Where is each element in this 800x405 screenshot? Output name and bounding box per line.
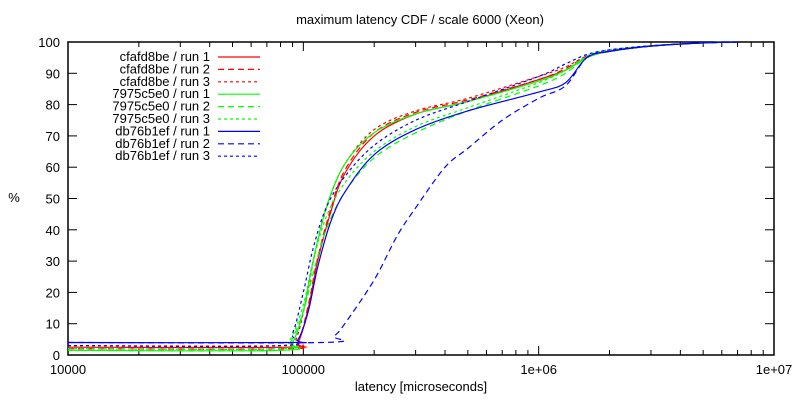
x-tick-label: 1e+06 [520, 362, 557, 377]
y-axis-label: % [8, 190, 20, 205]
x-tick-label: 100000 [282, 362, 325, 377]
y-tick-label: 50 [46, 192, 60, 207]
legend-label: cfafd8be / run 3 [120, 74, 210, 89]
y-tick-label: 30 [46, 254, 60, 269]
x-axis-label: latency [microseconds] [355, 379, 487, 394]
series-line-9 [67, 41, 738, 348]
series-lines [67, 41, 738, 352]
series-line-6 [67, 41, 738, 351]
y-tick-label: 100 [38, 35, 60, 50]
legend-label: cfafd8be / run 2 [120, 61, 210, 76]
legend-label: db76b1ef / run 1 [115, 123, 210, 138]
y-tick-label: 40 [46, 223, 60, 238]
legend-label: cfafd8be / run 1 [120, 49, 210, 64]
legend-label: 7975c5e0 / run 2 [112, 99, 210, 114]
y-tick-label: 60 [46, 160, 60, 175]
legend-label: 7975c5e0 / run 1 [112, 86, 210, 101]
legend-label: db76b1ef / run 2 [115, 136, 210, 151]
y-tick-label: 90 [46, 66, 60, 81]
y-tick-label: 20 [46, 285, 60, 300]
y-tick-label: 0 [53, 348, 60, 363]
axes: 0 10 20 30 40 50 60 70 80 90 100 10000 100000 1e+06 1e… [38, 35, 792, 377]
y-tick-label: 70 [46, 129, 60, 144]
x-tick-label: 10000 [50, 362, 86, 377]
x-tick-label: 1e+07 [756, 362, 793, 377]
y-tick-label: 80 [46, 98, 60, 113]
y-tick-label: 10 [46, 317, 60, 332]
legend-label: db76b1ef / run 3 [115, 148, 210, 163]
series-line-8 [67, 41, 738, 344]
chart-title: maximum latency CDF / scale 6000 (Xeon) [296, 12, 544, 27]
legend-label: 7975c5e0 / run 3 [112, 111, 210, 126]
